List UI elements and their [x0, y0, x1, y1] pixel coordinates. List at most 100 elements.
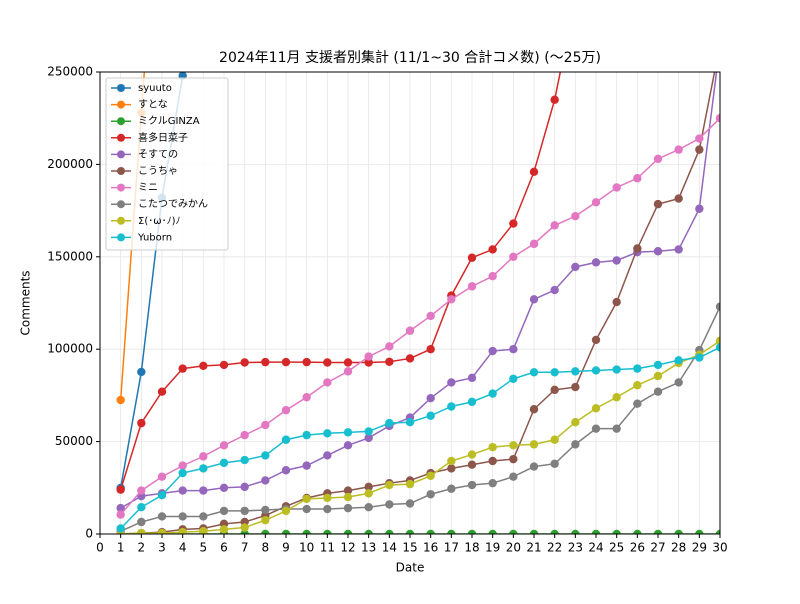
data-point — [509, 454, 518, 464]
legend-marker — [117, 216, 125, 225]
data-point — [343, 428, 353, 437]
data-point — [695, 529, 704, 534]
x-tick-label: 22 — [547, 541, 562, 555]
data-point — [157, 528, 167, 534]
legend-label: syuuto — [138, 83, 172, 94]
data-point — [137, 528, 146, 534]
data-point — [178, 461, 187, 470]
data-point — [323, 429, 332, 438]
data-point — [591, 404, 601, 413]
data-point — [633, 399, 642, 408]
data-point — [529, 239, 539, 249]
data-point — [199, 527, 208, 534]
data-point — [281, 529, 291, 534]
data-point — [405, 417, 415, 427]
data-point — [529, 440, 539, 449]
legend-marker — [117, 200, 125, 209]
x-tick-label: 3 — [158, 541, 166, 555]
data-point — [426, 490, 435, 499]
data-point — [364, 529, 373, 534]
data-point — [467, 397, 477, 407]
data-point — [591, 335, 601, 345]
data-point — [343, 367, 353, 376]
data-point — [281, 357, 291, 367]
data-point — [199, 361, 208, 371]
data-point — [323, 493, 332, 503]
data-point — [219, 441, 229, 450]
legend-label: すとな — [138, 99, 168, 111]
data-point — [571, 211, 580, 221]
data-point — [509, 252, 518, 261]
legend-label: こたつでみかん — [138, 198, 208, 210]
data-point — [488, 442, 497, 452]
data-point — [323, 451, 332, 460]
data-point — [219, 525, 229, 534]
data-point — [157, 512, 167, 521]
data-point — [653, 154, 663, 164]
y-tick-label: 200000 — [47, 157, 93, 171]
data-point — [178, 468, 187, 478]
data-point — [467, 460, 477, 469]
data-point — [529, 529, 539, 534]
x-tick-label: 8 — [262, 541, 270, 555]
data-point — [116, 524, 125, 533]
x-tick-label: 13 — [361, 541, 376, 555]
data-point — [302, 357, 311, 367]
x-tick-label: 20 — [506, 541, 521, 555]
data-point — [178, 364, 187, 373]
data-point — [261, 515, 270, 525]
data-point — [178, 527, 187, 534]
data-point — [571, 440, 580, 449]
data-point — [467, 450, 477, 459]
data-point — [550, 368, 559, 377]
data-point — [364, 427, 373, 436]
data-point — [674, 529, 683, 534]
data-point — [323, 378, 332, 387]
x-tick-label: 10 — [299, 541, 314, 555]
data-point — [302, 504, 311, 514]
data-point — [426, 345, 435, 354]
data-point — [488, 346, 497, 356]
data-point — [281, 405, 291, 415]
y-tick-label: 250000 — [47, 65, 93, 79]
data-point — [281, 466, 291, 475]
x-tick-label: 6 — [220, 541, 228, 555]
data-point — [447, 456, 456, 466]
data-point — [385, 418, 394, 428]
data-point — [509, 472, 518, 481]
legend-marker — [117, 183, 125, 192]
data-point — [550, 435, 559, 444]
data-point — [385, 342, 394, 351]
data-point — [199, 452, 208, 461]
data-point — [302, 461, 311, 470]
x-tick-label: 28 — [671, 541, 686, 555]
data-point — [715, 336, 720, 346]
data-point — [405, 354, 415, 363]
data-point — [261, 476, 270, 485]
data-point — [653, 371, 663, 381]
data-point — [488, 456, 497, 466]
y-tick-label: 50000 — [55, 434, 93, 448]
data-point — [509, 441, 518, 450]
legend-marker — [117, 100, 125, 109]
data-point — [674, 378, 683, 387]
data-point — [467, 253, 477, 262]
y-tick-label: 100000 — [47, 342, 93, 356]
x-tick-label: 5 — [200, 541, 208, 555]
y-tick-label: 0 — [85, 527, 93, 541]
data-point — [509, 219, 518, 228]
data-point — [447, 295, 456, 304]
data-point — [695, 134, 704, 143]
data-point — [240, 455, 249, 465]
legend-label: 喜多日菜子 — [138, 131, 188, 144]
data-point — [343, 503, 353, 513]
data-point — [199, 464, 208, 473]
data-point — [488, 245, 497, 254]
data-point — [281, 506, 291, 516]
data-point — [715, 343, 720, 352]
legend-label: Yuborn — [137, 232, 172, 243]
data-point — [529, 368, 539, 377]
x-tick-label: 18 — [464, 541, 479, 555]
data-point — [302, 494, 311, 504]
x-tick-label: 7 — [241, 541, 249, 555]
